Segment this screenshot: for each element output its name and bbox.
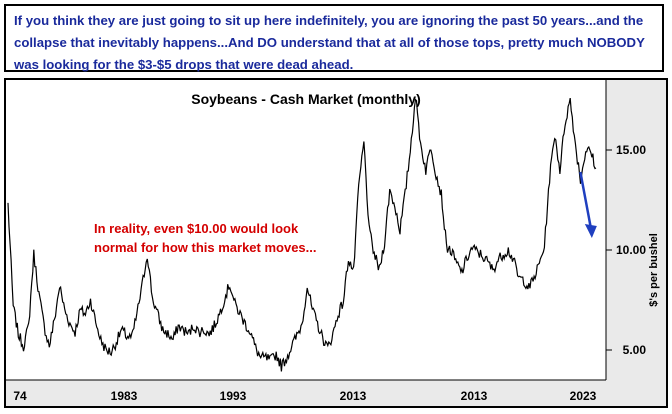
x-tick-label: 2013 — [340, 389, 367, 403]
plot-area — [6, 80, 606, 380]
series-line — [7, 97, 597, 372]
x-tick-label: 1993 — [220, 389, 247, 403]
x-tick-label: 2013 — [461, 389, 488, 403]
y-axis-label: $'s per bushel — [648, 233, 660, 307]
commentary-text: If you think they are just going to sit … — [14, 13, 645, 72]
y-tick-label: 5.00 — [623, 343, 647, 357]
x-tick-label: 74 — [13, 389, 27, 403]
chart-frame: 74 1983 1993 2013 2013 2023 5.00 10.00 15.00 So… — [4, 78, 668, 408]
y-tick-label: 10.00 — [616, 243, 646, 257]
commentary-header: If you think they are just going to sit … — [4, 4, 664, 72]
down-arrow-head — [584, 224, 597, 238]
down-arrow-shaft — [579, 171, 593, 229]
x-tick-label: 2023 — [570, 389, 597, 403]
x-tick-label: 1983 — [111, 389, 138, 403]
y-tick-label: 15.00 — [616, 143, 646, 157]
annotation-line-2: normal for how this market moves... — [94, 240, 317, 255]
annotation-line-1: In reality, even $10.00 would look — [94, 221, 299, 236]
soybeans-chart: 74 1983 1993 2013 2013 2023 5.00 10.00 15.00 So… — [6, 80, 660, 403]
chart-title: Soybeans - Cash Market (monthly) — [191, 91, 421, 107]
